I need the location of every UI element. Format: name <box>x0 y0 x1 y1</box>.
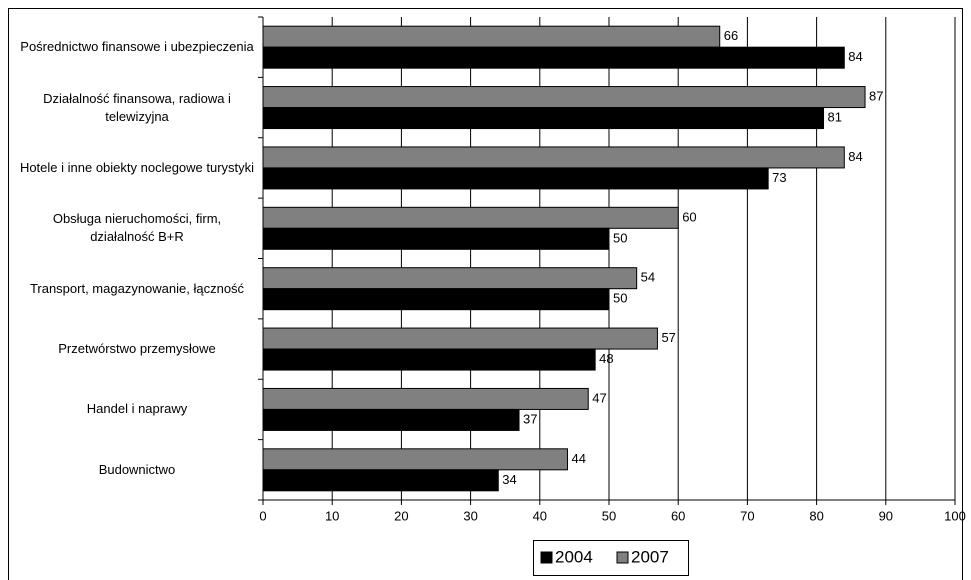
y-tick-label: Działalność finansowa, radiowa i telewiz… <box>43 90 231 124</box>
data-label: 81 <box>828 110 842 125</box>
x-tick-label: 80 <box>809 508 823 523</box>
data-label: 87 <box>869 89 883 104</box>
legend-swatch <box>616 551 629 564</box>
x-tick-label: 50 <box>602 508 616 523</box>
x-tick-label: 70 <box>740 508 754 523</box>
bar <box>262 86 866 109</box>
bar <box>262 206 679 229</box>
x-tick-label: 30 <box>463 508 477 523</box>
data-label: 48 <box>599 351 613 366</box>
data-label: 50 <box>613 230 627 245</box>
bar <box>262 408 520 431</box>
bar <box>262 146 845 169</box>
bar <box>262 288 610 311</box>
x-tick-label: 20 <box>394 508 408 523</box>
y-tick-label: Obsługa nieruchomości, firm, działalność… <box>52 211 222 245</box>
y-tick-label: Transport, magazynowanie, łączność <box>29 280 245 296</box>
x-tick-label: 10 <box>325 508 339 523</box>
bar <box>262 448 568 471</box>
y-tick-label: Pośrednictwo finansowe i ubezpieczenia <box>20 39 254 55</box>
data-label: 60 <box>682 209 696 224</box>
bar <box>262 267 638 290</box>
legend-swatch <box>540 551 553 564</box>
legend-label: 2007 <box>631 547 669 566</box>
x-tick-label: 100 <box>944 508 966 523</box>
data-label: 57 <box>661 330 675 345</box>
data-label: 47 <box>592 390 606 405</box>
x-tick-label: 0 <box>259 508 266 523</box>
bar <box>262 227 610 250</box>
data-label: 44 <box>571 451 585 466</box>
data-label: 84 <box>848 49 862 64</box>
bar <box>262 46 845 69</box>
frame <box>8 8 963 580</box>
data-label: 54 <box>641 270 655 285</box>
y-tick-label: Hotele i inne obiekty noclegowe turystyk… <box>19 159 255 175</box>
legend-box <box>533 540 689 576</box>
data-label: 84 <box>848 149 862 164</box>
bar <box>262 387 589 410</box>
data-label: 73 <box>772 170 786 185</box>
x-tick-label: 60 <box>671 508 685 523</box>
bar <box>262 327 658 350</box>
y-tick-label: Budownictwo <box>98 461 176 477</box>
bar <box>262 348 596 371</box>
bar <box>262 25 721 48</box>
y-tick-label: Przetwórstwo przemysłowe <box>58 341 216 357</box>
bar <box>262 107 825 130</box>
data-label: 37 <box>523 411 537 426</box>
bar <box>262 469 499 492</box>
legend-label: 2004 <box>555 547 593 566</box>
x-tick-label: 40 <box>533 508 547 523</box>
data-label: 34 <box>502 472 516 487</box>
y-tick-label: Handel i naprawy <box>86 401 188 417</box>
data-label: 66 <box>724 28 738 43</box>
bar <box>262 167 769 190</box>
x-tick-label: 90 <box>879 508 893 523</box>
data-label: 50 <box>613 291 627 306</box>
